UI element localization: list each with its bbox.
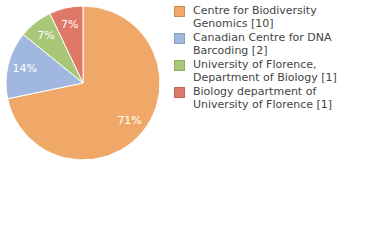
svg-text:14%: 14% [12,62,36,75]
svg-text:71%: 71% [117,114,141,127]
html-text:Biology department of Universi: Biology department of University of Flor… [193,85,333,111]
svg-text:7%: 7% [61,18,78,31]
html-text:Canadian Centre for DNA Barcod: Canadian Centre for DNA Barcoding [2] [193,31,332,57]
html-text:Centre for Biodiversity Genomi: Centre for Biodiversity Genomics [10] [193,4,317,30]
html-text:University of Florence, Depart: University of Florence, Department of Bi… [193,58,337,84]
svg-text:7%: 7% [37,29,54,42]
